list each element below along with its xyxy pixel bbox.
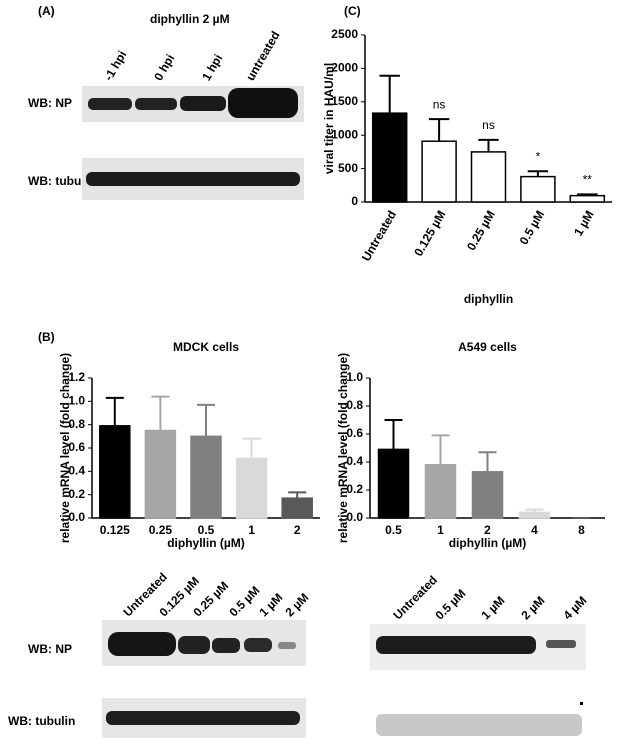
lane-label: 2 µM (282, 590, 311, 619)
x-tick-label: 1 (248, 523, 255, 537)
y-tick-label: 0.4 (68, 464, 85, 478)
y-tick-label: 0.8 (346, 398, 363, 412)
x-axis-title: diphyllin (µM) (449, 536, 527, 550)
lane-label: untreated (243, 29, 282, 83)
bar (421, 140, 457, 203)
annotation: ns (433, 97, 446, 111)
row-label: WB: NP (28, 642, 72, 656)
bar (470, 151, 507, 203)
lane-label: 4 µM (560, 593, 589, 622)
lane-label: Untreated (390, 573, 440, 623)
bar (377, 448, 410, 519)
annotation: ** (583, 172, 593, 186)
y-tick-label: 0.6 (346, 426, 363, 440)
lane-label: 0 hpi (151, 52, 177, 83)
x-tick-label: 1 (437, 523, 444, 537)
x-axis-title: diphyllin (µM) (167, 536, 245, 550)
y-tick-label: 1000 (331, 127, 358, 141)
x-tick-label: Untreated (359, 208, 399, 264)
bar (144, 429, 177, 519)
y-axis-title: relative mRNA level (fold change) (336, 353, 350, 543)
x-tick-label: 0.125 µM (411, 208, 448, 259)
blot (82, 86, 304, 200)
lane-label: 1 hpi (199, 52, 225, 83)
bar (520, 175, 556, 203)
y-tick-label: 0.0 (68, 510, 85, 524)
annotation: * (536, 149, 541, 163)
blot-title: diphyllin 2 µM (150, 12, 230, 26)
y-tick-label: 2000 (331, 61, 358, 75)
x-axis-title: diphyllin (464, 292, 513, 306)
x-tick-label: 4 (531, 523, 538, 537)
row-label: WB: NP (28, 96, 72, 110)
chart-title: MDCK cells (173, 340, 239, 354)
bar (235, 457, 268, 519)
panel-label: (B) (38, 330, 55, 344)
y-tick-label: 0.2 (68, 487, 85, 501)
lane-label: -1 hpi (101, 48, 129, 83)
x-tick-label: 8 (578, 523, 585, 537)
x-tick-label: 0.5 (385, 523, 402, 537)
bar (371, 112, 408, 203)
lane-label: 2 µM (518, 593, 547, 622)
bar (471, 471, 504, 519)
annotation: ns (482, 118, 495, 132)
x-tick-label: 0.25 (149, 523, 173, 537)
lane-label: 0.5 µM (226, 583, 262, 619)
y-tick-label: 0.2 (346, 482, 363, 496)
panel-label: (A) (38, 4, 55, 18)
y-tick-label: 0.0 (346, 510, 363, 524)
lane-label: 0.5 µM (432, 586, 468, 622)
y-tick-label: 1.2 (68, 370, 85, 384)
bar (424, 464, 457, 519)
chart-title: A549 cells (458, 340, 517, 354)
x-tick-label: 0.5 µM (517, 208, 548, 247)
bar (190, 435, 222, 519)
bar (569, 194, 606, 203)
y-tick-label: 2500 (331, 27, 358, 41)
y-axis-title: relative mRNA level (fold change) (58, 353, 72, 543)
y-tick-label: 0 (351, 194, 358, 208)
y-tick-label: 0.4 (346, 454, 363, 468)
x-tick-label: 1 µM (571, 208, 597, 238)
x-tick-label: 0.5 (198, 523, 215, 537)
y-tick-label: 1.0 (346, 370, 363, 384)
y-tick-label: 1500 (331, 94, 358, 108)
x-tick-label: 0.25 µM (464, 208, 498, 253)
bar (518, 511, 551, 519)
y-tick-label: 500 (338, 161, 358, 175)
lane-label: 1 µM (478, 593, 507, 622)
y-axis-title: viral titer in HAU/ml (322, 63, 336, 174)
bar (99, 425, 131, 519)
bar (281, 497, 313, 519)
x-tick-label: 2 (484, 523, 491, 537)
panel-label: (C) (344, 4, 361, 18)
x-tick-label: 0.125 (100, 523, 130, 537)
row-label: WB: tubulin (28, 174, 95, 188)
row-label: WB: tubulin (8, 714, 75, 728)
x-tick-label: 2 (294, 523, 301, 537)
y-tick-label: 1.0 (68, 394, 85, 408)
blot (102, 620, 586, 738)
y-tick-label: 0.6 (68, 440, 85, 454)
y-tick-label: 0.8 (68, 417, 85, 431)
